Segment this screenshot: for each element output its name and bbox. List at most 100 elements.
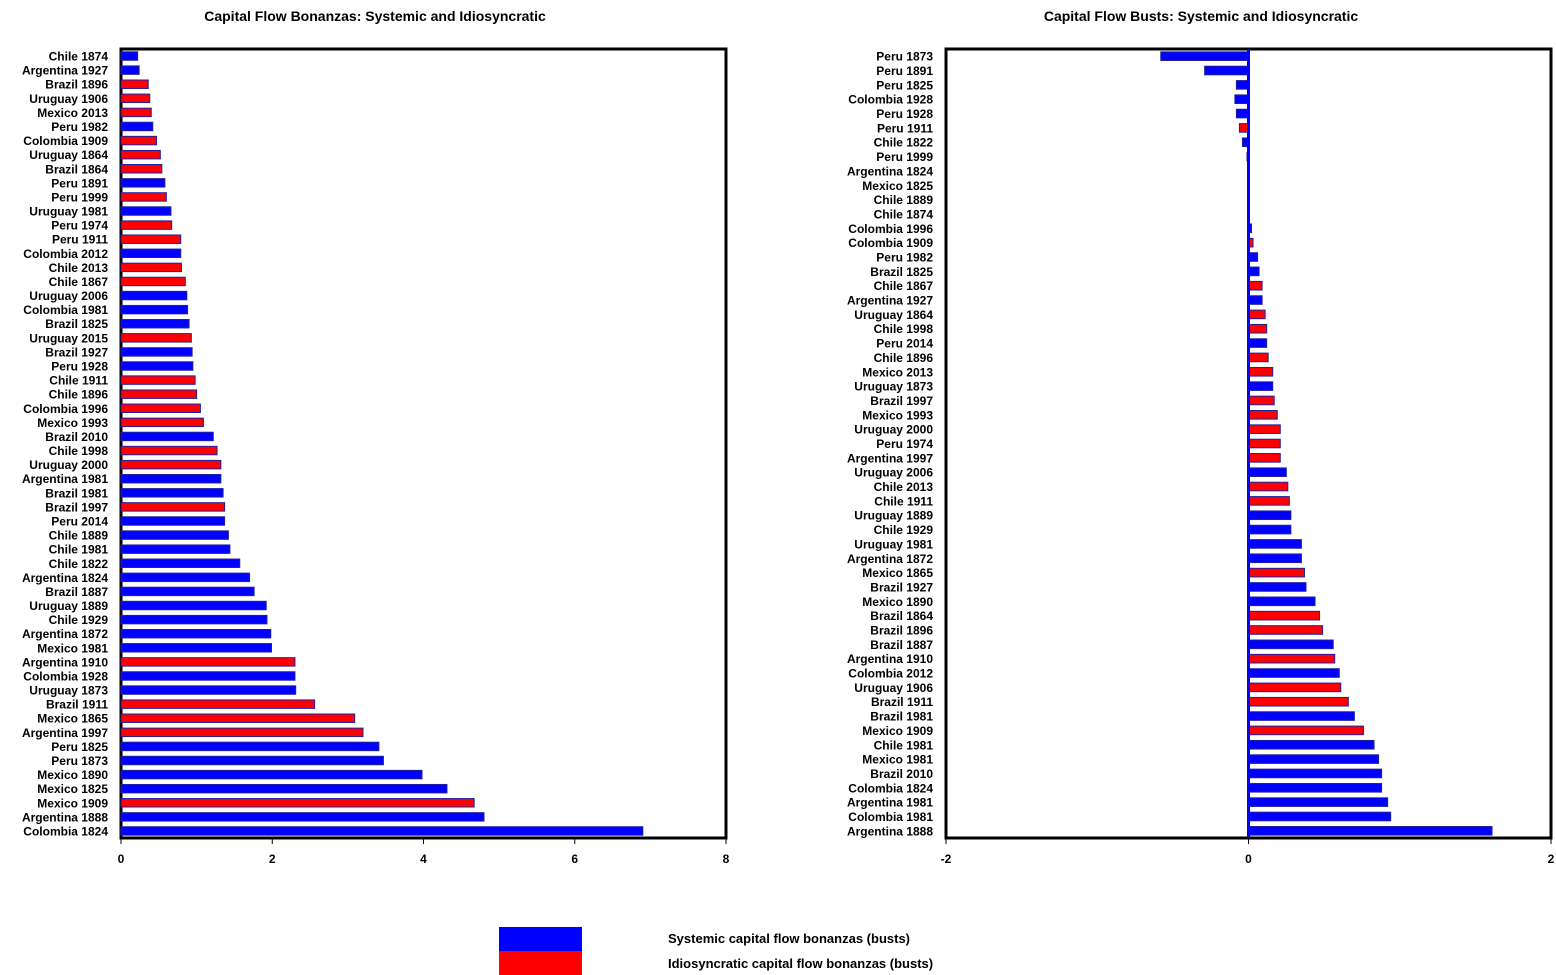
busts-bar xyxy=(1248,438,1281,449)
bonanzas-category-label: Peru 1982 xyxy=(51,120,108,134)
busts-category-label: Colombia 1824 xyxy=(848,781,933,795)
bonanzas-category-label: Mexico 1890 xyxy=(37,768,108,782)
bonanzas-category-label: Argentina 1910 xyxy=(22,655,108,669)
bonanzas-bar xyxy=(120,614,268,625)
bonanzas-category-label: Peru 1825 xyxy=(51,740,108,754)
busts-bar xyxy=(1248,639,1334,650)
bonanzas-category-label: Uruguay 2000 xyxy=(29,458,108,472)
bonanzas-category-label: Chile 1822 xyxy=(49,557,109,571)
bonanzas-category-label: Peru 1974 xyxy=(51,219,108,233)
busts-bar xyxy=(1248,280,1263,291)
bonanzas-bar xyxy=(120,572,251,583)
busts-category-label: Brazil 1927 xyxy=(870,580,933,594)
bonanzas-bar xyxy=(120,727,364,738)
legend-swatch-systemic xyxy=(499,927,582,951)
busts-category-label: Colombia 1996 xyxy=(848,222,933,236)
bonanzas-category-label: Argentina 1997 xyxy=(22,726,108,740)
busts-bar xyxy=(1248,424,1281,434)
bonanzas-bar xyxy=(120,403,201,414)
busts-category-label: Peru 1911 xyxy=(877,121,933,135)
bonanzas-category-label: Uruguay 2006 xyxy=(29,289,108,303)
busts-bar xyxy=(1248,826,1493,836)
bonanzas-category-label: Uruguay 1864 xyxy=(29,148,108,162)
bonanzas-bar xyxy=(120,248,182,259)
bonanzas-bar xyxy=(120,234,182,244)
busts-category-label: Brazil 1887 xyxy=(870,638,933,652)
busts-category-label: Colombia 2012 xyxy=(848,667,933,681)
busts-bar xyxy=(1248,567,1305,578)
busts-category-label: Brazil 1981 xyxy=(870,710,933,724)
bonanzas-bar xyxy=(120,389,198,399)
busts-bar xyxy=(1248,395,1275,406)
busts-bar xyxy=(1248,739,1375,750)
busts-x-tick-label: -2 xyxy=(941,852,952,866)
busts-bar xyxy=(1248,711,1355,721)
busts-category-label: Argentina 1888 xyxy=(847,824,933,838)
bonanzas-category-label: Colombia 1996 xyxy=(23,402,108,416)
bonanzas-bar xyxy=(120,699,316,709)
bonanzas-x-tick-label: 0 xyxy=(118,852,125,866)
bonanzas-bar xyxy=(120,826,644,836)
bonanzas-category-label: Brazil 1896 xyxy=(45,78,108,92)
busts-bar xyxy=(1235,80,1250,90)
bonanzas-bar xyxy=(120,445,218,456)
bonanzas-category-label: Argentina 1981 xyxy=(22,472,108,486)
busts-category-label: Chile 1981 xyxy=(874,738,934,752)
bonanzas-category-label: Peru 1999 xyxy=(51,190,108,204)
bonanzas-bar xyxy=(120,262,182,273)
bonanzas-bar xyxy=(120,65,140,75)
busts-bar xyxy=(1248,467,1287,477)
busts-category-label: Chile 1929 xyxy=(874,523,934,537)
bonanzas-category-label: Peru 1928 xyxy=(51,360,108,374)
busts-category-label: Chile 1896 xyxy=(874,351,934,365)
busts-category-label: Brazil 1825 xyxy=(870,265,933,279)
bonanzas-bar xyxy=(120,459,222,470)
bonanzas-x-tick-label: 8 xyxy=(723,852,730,866)
bonanzas-category-label: Argentina 1927 xyxy=(22,64,108,78)
busts-category-label: Colombia 1909 xyxy=(848,236,933,250)
bonanzas-bar xyxy=(120,51,139,61)
bonanzas-category-label: Chile 1874 xyxy=(49,50,109,64)
bonanzas-bar xyxy=(120,164,163,174)
busts-category-label: Mexico 2013 xyxy=(862,365,933,379)
busts-bar xyxy=(1248,782,1383,793)
bonanzas-x-tick-label: 6 xyxy=(571,852,578,866)
busts-bar xyxy=(1248,768,1383,779)
bonanzas-category-label: Brazil 1911 xyxy=(46,698,108,712)
busts-bar xyxy=(1248,338,1268,348)
bonanzas-category-label: Colombia 2012 xyxy=(23,247,108,261)
busts-category-label: Argentina 1872 xyxy=(847,552,933,566)
busts-category-label: Mexico 1909 xyxy=(862,724,933,738)
bonanzas-chart-title: Capital Flow Bonanzas: Systemic and Idio… xyxy=(204,8,546,24)
busts-category-label: Mexico 1890 xyxy=(862,595,933,609)
legend-label-systemic: Systemic capital flow bonanzas (busts) xyxy=(668,931,910,946)
bonanzas-category-label: Peru 2014 xyxy=(51,514,108,528)
bonanzas-bar xyxy=(120,347,193,357)
busts-x-tick-label: 2 xyxy=(1548,852,1555,866)
busts-bar xyxy=(1204,65,1249,76)
bonanzas-bar xyxy=(120,220,173,230)
bonanzas-category-label: Uruguay 1906 xyxy=(29,92,108,106)
bonanzas-category-label: Mexico 1909 xyxy=(37,796,108,810)
bonanzas-bar xyxy=(120,628,272,639)
busts-chart-title: Capital Flow Busts: Systemic and Idiosyn… xyxy=(1044,8,1359,24)
bonanzas-category-label: Mexico 1981 xyxy=(37,641,108,655)
bonanzas-bar xyxy=(120,121,154,132)
busts-bar xyxy=(1248,696,1349,707)
busts-category-label: Argentina 1997 xyxy=(847,451,933,465)
bonanzas-bar xyxy=(120,192,167,202)
legend-swatch-idiosyncratic xyxy=(499,951,582,975)
busts-x-tick-label: 0 xyxy=(1245,852,1252,866)
busts-category-label: Colombia 1981 xyxy=(848,810,933,824)
busts-bar xyxy=(1248,811,1392,822)
bonanzas-bar xyxy=(120,319,190,329)
busts-category-label: Argentina 1981 xyxy=(847,796,933,810)
bonanzas-category-label: Chile 1981 xyxy=(49,543,109,557)
busts-category-label: Chile 1889 xyxy=(874,193,934,207)
bonanzas-category-label: Brazil 1927 xyxy=(45,345,108,359)
bonanzas-category-label: Argentina 1872 xyxy=(22,627,108,641)
bonanzas-category-label: Brazil 1864 xyxy=(45,162,108,176)
